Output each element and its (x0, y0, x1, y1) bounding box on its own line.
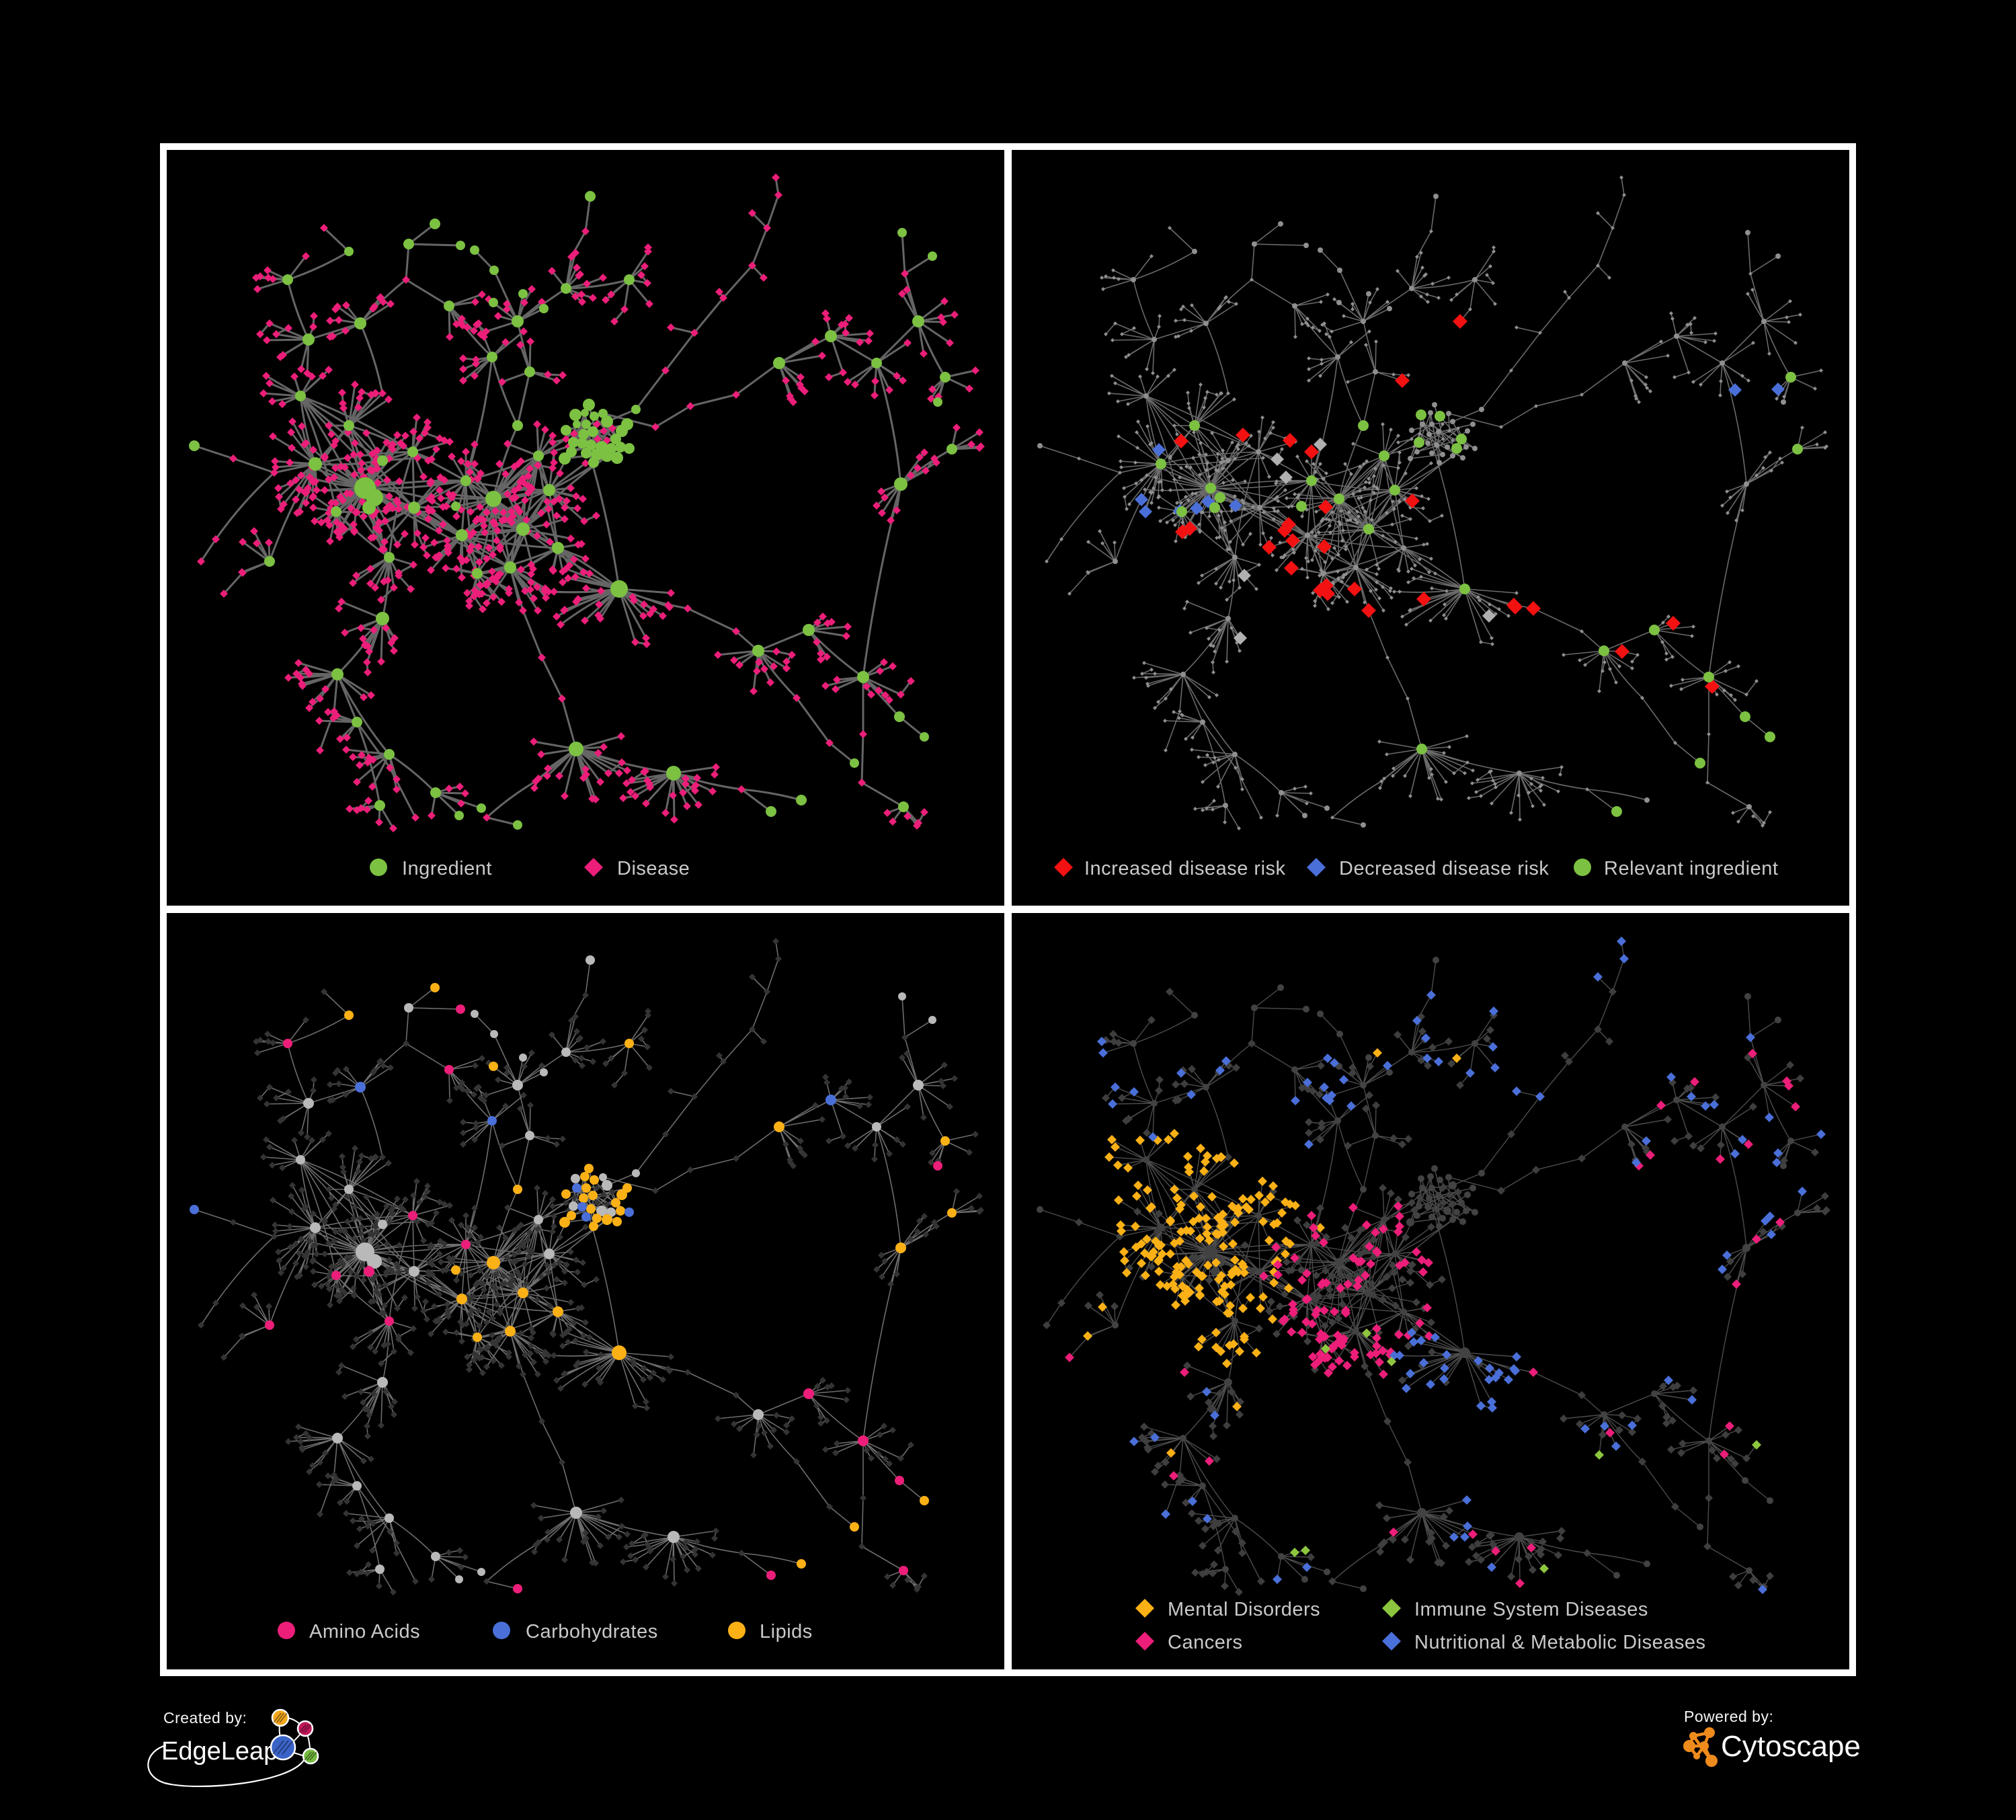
svg-text:EdgeLeap: EdgeLeap (161, 1737, 278, 1766)
svg-text:Cancers: Cancers (1168, 1632, 1243, 1653)
svg-text:Relevant ingredient: Relevant ingredient (1604, 858, 1778, 879)
svg-text:Decreased disease risk: Decreased disease risk (1339, 858, 1549, 879)
svg-text:Increased disease risk: Increased disease risk (1084, 858, 1286, 879)
svg-text:Nutritional & Metabolic Diseas: Nutritional & Metabolic Diseases (1414, 1632, 1705, 1653)
svg-text:Amino Acids: Amino Acids (309, 1621, 420, 1643)
svg-text:Lipids: Lipids (760, 1621, 813, 1643)
svg-text:Disease: Disease (617, 858, 690, 879)
svg-text:Cytoscape: Cytoscape (1721, 1730, 1861, 1763)
svg-text:Created by:: Created by: (163, 1709, 247, 1727)
svg-text:Immune System Diseases: Immune System Diseases (1414, 1599, 1648, 1620)
svg-text:Powered by:: Powered by: (1684, 1708, 1773, 1725)
svg-text:Carbohydrates: Carbohydrates (526, 1621, 658, 1643)
svg-text:Mental Disorders: Mental Disorders (1168, 1599, 1320, 1620)
svg-text:Ingredient: Ingredient (402, 858, 492, 879)
